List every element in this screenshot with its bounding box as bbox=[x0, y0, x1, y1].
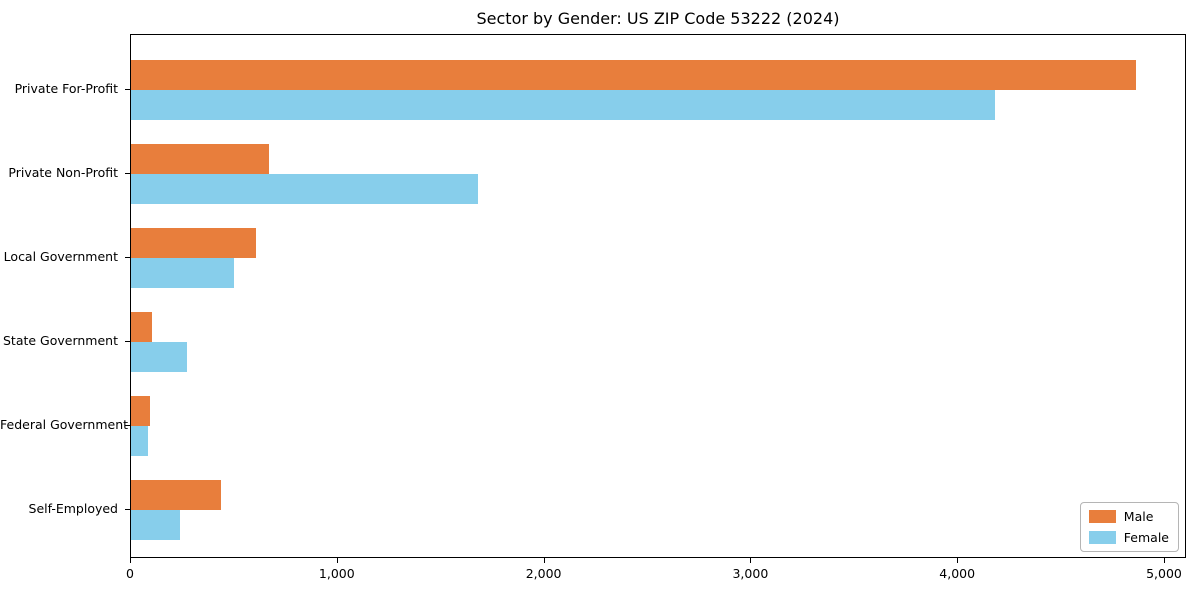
x-tick-mark-3000 bbox=[750, 558, 752, 563]
y-tick-mark-federal-government bbox=[125, 424, 130, 426]
legend-label-male: Male bbox=[1123, 509, 1154, 524]
x-tick-label-2000: 2,000 bbox=[525, 566, 562, 581]
legend-swatch-female bbox=[1088, 531, 1116, 544]
bar-female-private-non-profit bbox=[131, 173, 478, 204]
x-tick-label-0: 0 bbox=[126, 566, 134, 581]
legend-label-female: Female bbox=[1123, 530, 1169, 545]
y-tick-label-federal-government: Federal Government bbox=[0, 416, 129, 432]
bar-male-federal-government bbox=[131, 395, 150, 426]
bar-female-state-government bbox=[131, 341, 187, 372]
bar-male-state-government bbox=[131, 311, 152, 342]
legend-entry-female: Female bbox=[1088, 530, 1169, 545]
bar-male-private-for-profit bbox=[131, 60, 1136, 90]
legend-swatch-male bbox=[1088, 510, 1116, 523]
x-tick-mark-1000 bbox=[336, 558, 338, 563]
plot-area: Male Female bbox=[130, 34, 1186, 558]
x-tick-label-4000: 4,000 bbox=[939, 566, 976, 581]
y-tick-mark-self-employed bbox=[125, 508, 130, 510]
y-tick-label-private-non-profit: Private Non-Profit bbox=[8, 164, 118, 180]
x-tick-label-3000: 3,000 bbox=[732, 566, 769, 581]
x-tick-mark-4000 bbox=[957, 558, 959, 563]
legend: Male Female bbox=[1079, 502, 1179, 552]
legend-entry-male: Male bbox=[1088, 509, 1169, 524]
bar-female-private-for-profit bbox=[131, 90, 995, 120]
y-tick-label-local-government: Local Government bbox=[3, 248, 118, 264]
x-tick-mark-5000 bbox=[1164, 558, 1165, 563]
bar-male-private-non-profit bbox=[131, 143, 269, 174]
bar-female-federal-government bbox=[131, 425, 148, 456]
y-tick-mark-local-government bbox=[125, 256, 130, 258]
y-tick-mark-private-for-profit bbox=[125, 89, 130, 90]
bar-male-self-employed bbox=[131, 479, 221, 510]
x-tick-label-5000: 5,000 bbox=[1146, 566, 1182, 581]
bar-female-local-government bbox=[131, 257, 234, 288]
chart-title: Sector by Gender: US ZIP Code 53222 (202… bbox=[476, 9, 840, 28]
bar-female-self-employed bbox=[131, 509, 180, 540]
y-tick-mark-state-government bbox=[125, 340, 130, 342]
bar-male-local-government bbox=[131, 227, 256, 258]
y-tick-mark-private-non-profit bbox=[125, 172, 130, 174]
y-tick-label-private-for-profit: Private For-Profit bbox=[14, 81, 118, 96]
y-tick-label-self-employed: Self-Employed bbox=[28, 500, 118, 516]
x-tick-mark-0 bbox=[130, 558, 131, 563]
y-tick-label-state-government: State Government bbox=[2, 332, 118, 348]
x-tick-mark-2000 bbox=[543, 558, 545, 563]
x-tick-label-1000: 1,000 bbox=[318, 566, 355, 581]
